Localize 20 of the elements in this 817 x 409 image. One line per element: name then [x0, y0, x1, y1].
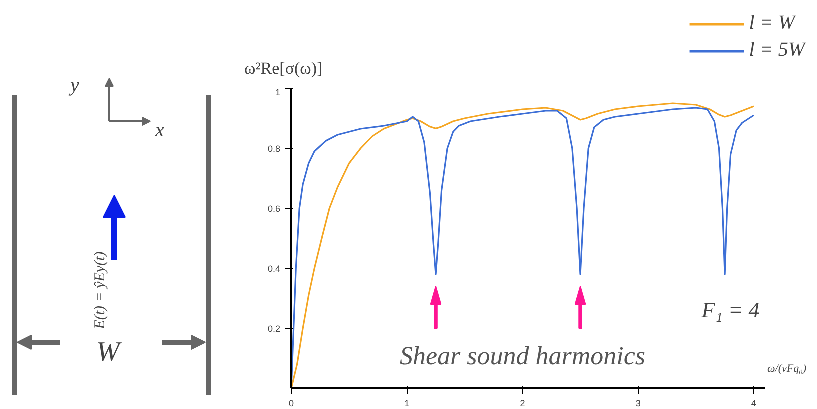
annotation: F₁ = 4	[700, 298, 760, 322]
text: x	[154, 120, 164, 142]
annotation: Shear sound harmonics	[400, 342, 646, 370]
y-tick-label: 0.6	[268, 204, 281, 214]
x-tick-label: 3	[636, 398, 641, 408]
text: y	[68, 74, 80, 96]
x-axis-title: ω/(vFq₀)	[768, 362, 807, 375]
x-tick-label: 4	[751, 398, 756, 408]
x-tick-label: 2	[520, 398, 526, 408]
y-tick-label: 0.2	[268, 324, 281, 334]
text: E(t) = ŷEy(t)	[92, 252, 108, 330]
text: W	[96, 337, 122, 368]
x-tick-label: 1	[404, 398, 410, 408]
legend-label: l = 5W	[749, 39, 805, 62]
legend-label: l = W	[749, 12, 795, 35]
y-axis-title: ω²Re[σ(ω)]	[244, 59, 323, 78]
y-tick-label: 0.8	[268, 144, 281, 154]
y-tick-label: 0.4	[268, 264, 281, 274]
y-tick-label: 1	[275, 88, 281, 98]
x-tick-label: 0	[288, 398, 294, 408]
